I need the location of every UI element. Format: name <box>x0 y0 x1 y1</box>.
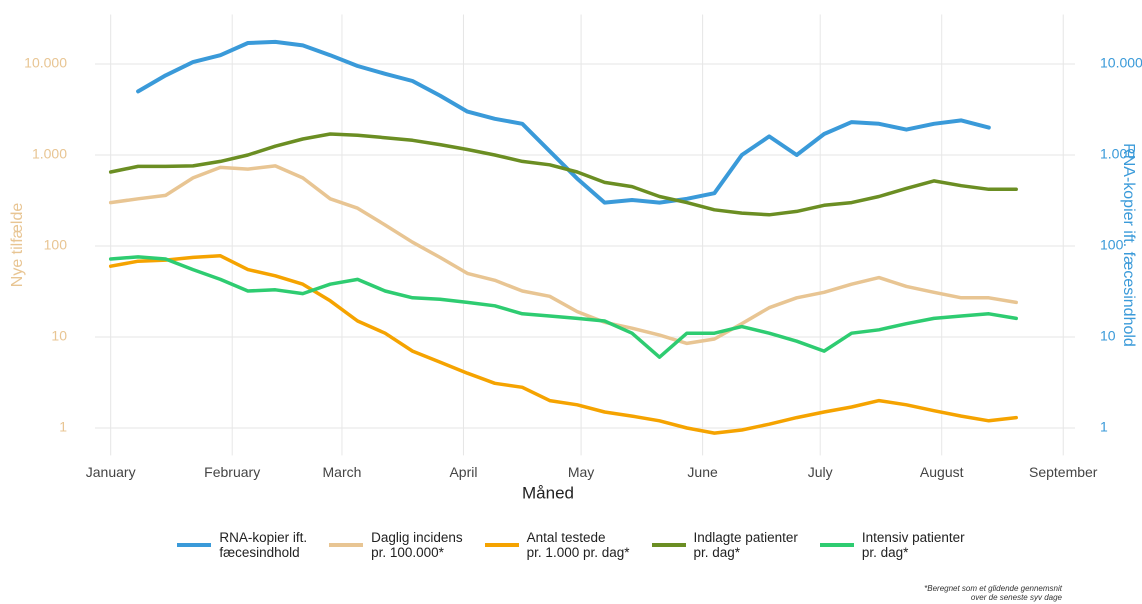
legend-item: Indlagte patienter pr. dag* <box>651 530 798 560</box>
y-tick-label: 1 <box>59 419 67 435</box>
x-tick-label: January <box>86 464 136 480</box>
y-tick-label: 10.000 <box>24 55 67 71</box>
legend: RNA-kopier ift. fæcesindhold Daglig incid… <box>0 530 1142 560</box>
x-tick-label: June <box>687 464 718 480</box>
legend-label: Indlagte patienter pr. dag* <box>693 530 798 560</box>
y2-axis-title: RNA-kopier ift. fæcesindhold <box>1120 143 1137 347</box>
y-tick-label: 1.000 <box>32 146 67 162</box>
legend-item: Daglig incidens pr. 100.000* <box>329 530 463 560</box>
x-axis-title: Måned <box>522 483 574 502</box>
y2-tick-label: 10 <box>1100 328 1116 344</box>
legend-item: RNA-kopier ift. fæcesindhold <box>177 530 307 560</box>
chart: Måned Nye tilfælde RNA-kopier ift. fæces… <box>9 14 1142 502</box>
y2-tick-label: 10.000 <box>1100 55 1142 71</box>
series-line <box>136 39 991 205</box>
y2-tick-label: 100 <box>1100 237 1124 253</box>
legend-label: RNA-kopier ift. fæcesindhold <box>219 530 308 560</box>
x-tick-label: May <box>568 464 594 480</box>
y2-tick-label: 1.000 <box>1100 146 1135 162</box>
grid <box>95 14 1075 456</box>
legend-label: Intensiv patienter pr. dag* <box>861 530 965 560</box>
legend-swatch <box>819 543 854 547</box>
x-tick-label: July <box>808 464 833 480</box>
legend-item: Intensiv patienter pr. dag* <box>819 530 965 560</box>
series-line <box>108 132 1018 217</box>
legend-item: Antal testede pr. 1.000 pr. dag* <box>484 530 630 560</box>
legend-label: Antal testede pr. 1.000 pr. dag* <box>526 530 630 560</box>
y-tick-label: 100 <box>44 237 68 253</box>
footnote: *Beregnet som et glidende gennemsnit ove… <box>924 584 1062 602</box>
series-line <box>108 255 1018 359</box>
x-tick-label: August <box>920 464 964 480</box>
x-tick-label: April <box>449 464 477 480</box>
legend-swatch <box>651 543 686 547</box>
x-tick-label: March <box>323 464 362 480</box>
legend-swatch <box>484 543 519 547</box>
legend-swatch <box>329 543 364 547</box>
x-tick-label: February <box>204 464 260 480</box>
legend-swatch <box>177 543 212 547</box>
x-tick-label: September <box>1029 464 1098 480</box>
series-line <box>108 164 1018 346</box>
legend-label: Daglig incidens pr. 100.000* <box>371 530 463 560</box>
y-tick-label: 10 <box>51 328 67 344</box>
y2-tick-label: 1 <box>1100 419 1108 435</box>
series-line <box>108 254 1018 435</box>
y-axis-title: Nye tilfælde <box>9 203 26 288</box>
